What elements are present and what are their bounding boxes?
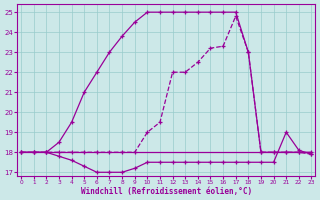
X-axis label: Windchill (Refroidissement éolien,°C): Windchill (Refroidissement éolien,°C) [81,187,252,196]
